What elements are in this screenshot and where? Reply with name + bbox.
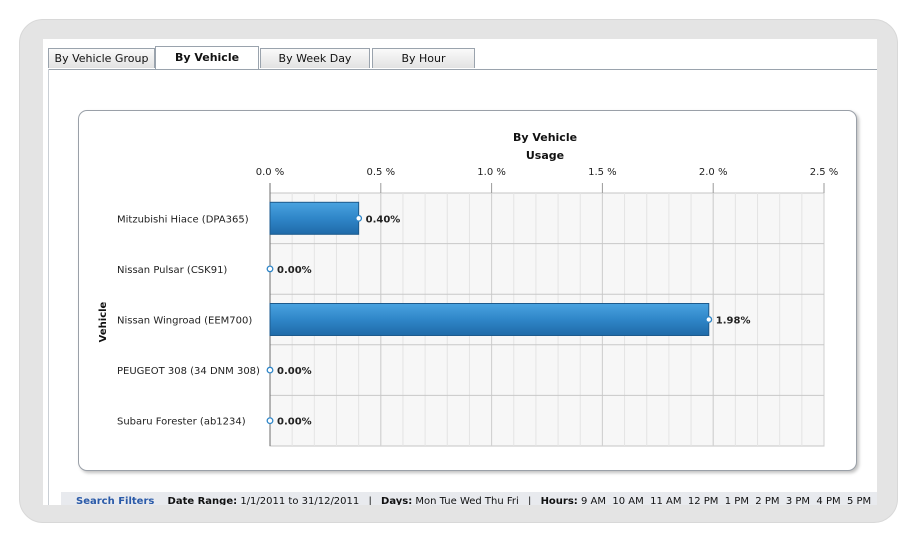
category-label: PEUGEOT 308 (34 DNM 308)	[117, 366, 260, 377]
main-panel: By Vehicle Group By Vehicle By Week Day …	[43, 39, 877, 505]
category-label: Mitzubishi Hiace (DPA365)	[117, 214, 249, 225]
data-label: 0.00%	[277, 366, 312, 377]
y-axis-label: Vehicle	[98, 301, 109, 342]
hours-value: 9 AM 10 AM 11 AM 12 PM 1 PM 2 PM 3 PM 4 …	[581, 496, 872, 505]
date-range-value: 1/1/2011 to 31/12/2011	[240, 496, 360, 505]
data-point-marker	[266, 366, 274, 374]
date-range-label: Date Range:	[167, 496, 238, 505]
chart-panel: By Vehicle Usage Vehicle 0.0 % 0.5 % 1.0 %…	[78, 110, 857, 471]
tab-underline	[48, 69, 877, 70]
x-tick-label: 1.0 %	[477, 167, 506, 178]
days-label: Days:	[381, 496, 413, 505]
search-filters-bar: Search Filters Date Range: 1/1/2011 to 3…	[61, 492, 877, 505]
category-label: Subaru Forester (ab1234)	[117, 417, 246, 428]
category-label: Nissan Pulsar (CSK91)	[117, 265, 227, 276]
x-tick-label: 0.0 %	[256, 167, 285, 178]
tab-by-vehicle[interactable]: By Vehicle	[155, 46, 259, 70]
data-point-marker	[266, 265, 274, 273]
data-label: 0.40%	[366, 214, 401, 225]
bar	[269, 201, 360, 235]
data-label: 0.00%	[277, 265, 312, 276]
tab-by-hour[interactable]: By Hour	[372, 48, 475, 68]
x-tick-label: 2.5 %	[810, 167, 839, 178]
filter-separator: |	[528, 496, 532, 505]
data-point-marker	[355, 214, 363, 222]
data-label: 1.98%	[716, 316, 751, 327]
tab-by-week-day[interactable]: By Week Day	[260, 48, 370, 68]
bar	[269, 303, 710, 336]
hours-label: Hours:	[540, 496, 578, 505]
data-point-marker	[705, 316, 713, 323]
filter-separator: |	[368, 496, 372, 505]
x-tick-label: 2.0 %	[699, 167, 728, 178]
search-filters-title[interactable]: Search Filters	[76, 496, 155, 505]
x-tick-label: 1.5 %	[588, 167, 617, 178]
chart-subtitle: Usage	[526, 149, 564, 162]
data-label: 0.00%	[277, 417, 312, 428]
data-point-marker	[266, 417, 274, 425]
chart-title: By Vehicle	[513, 131, 577, 144]
tab-by-vehicle-group[interactable]: By Vehicle Group	[48, 48, 155, 68]
usage-bar-chart: By Vehicle Usage Vehicle 0.0 % 0.5 % 1.0 %…	[98, 131, 839, 447]
category-label: Nissan Wingroad (EEM700)	[117, 316, 252, 327]
content-border	[48, 69, 49, 505]
days-value: Mon Tue Wed Thu Fri	[415, 496, 519, 505]
x-tick-label: 0.5 %	[367, 167, 396, 178]
